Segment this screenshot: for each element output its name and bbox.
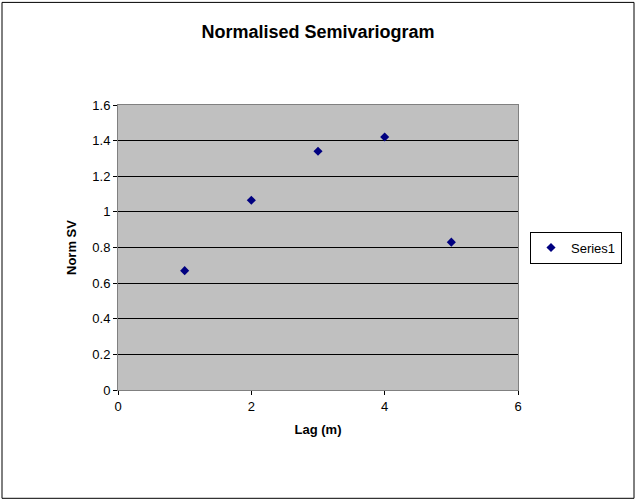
svg-text:Norm SV: Norm SV (64, 220, 79, 275)
svg-text:Series1: Series1 (571, 241, 615, 256)
svg-text:0.4: 0.4 (92, 311, 110, 326)
svg-text:4: 4 (381, 399, 388, 414)
svg-text:0.2: 0.2 (92, 347, 110, 362)
svg-text:1: 1 (103, 204, 110, 219)
svg-text:6: 6 (514, 399, 521, 414)
svg-text:0.8: 0.8 (92, 240, 110, 255)
svg-text:0.6: 0.6 (92, 276, 110, 291)
svg-text:1.4: 1.4 (92, 133, 110, 148)
svg-text:1.2: 1.2 (92, 169, 110, 184)
svg-text:2: 2 (248, 399, 255, 414)
svg-text:Lag (m): Lag (m) (295, 422, 342, 437)
svg-text:1.6: 1.6 (92, 98, 110, 113)
svg-text:0: 0 (114, 399, 121, 414)
svg-text:Normalised Semivariogram: Normalised Semivariogram (201, 22, 434, 42)
svg-text:0: 0 (103, 383, 110, 398)
